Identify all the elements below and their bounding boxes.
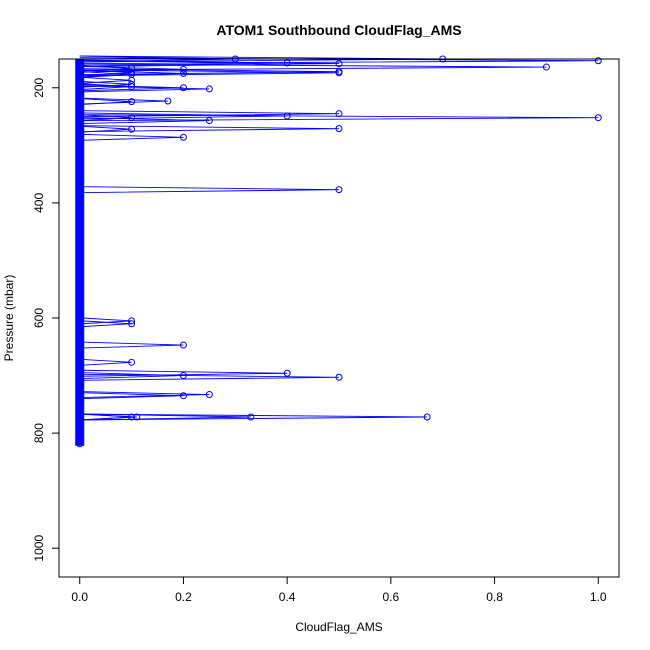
data-point xyxy=(335,125,343,133)
data-point xyxy=(179,372,187,380)
data-point xyxy=(133,413,141,421)
data-point xyxy=(283,112,291,120)
series-line-segment xyxy=(79,392,184,400)
data-point xyxy=(128,317,136,325)
y-tick-label: 200 xyxy=(32,77,46,97)
x-tick-label: 0.2 xyxy=(175,590,192,604)
x-tick-label: 0.0 xyxy=(71,590,88,604)
data-point xyxy=(594,114,602,122)
series-line-segment xyxy=(79,413,137,421)
data-point xyxy=(179,69,187,77)
series-line-segment xyxy=(79,125,132,133)
series-line-segment xyxy=(79,114,132,122)
data-point xyxy=(335,186,343,194)
data-point xyxy=(76,440,84,448)
data-point xyxy=(179,133,187,141)
plot-frame xyxy=(58,58,620,578)
data-point xyxy=(335,60,343,68)
x-axis-label: CloudFlag_AMS xyxy=(295,620,382,634)
series-line-segment xyxy=(79,133,184,141)
series-line-segment xyxy=(79,71,132,78)
series-line-segment xyxy=(79,186,340,194)
data-point xyxy=(179,341,187,349)
series-line-segment xyxy=(79,85,210,93)
x-axis: 0.0 0.2 0.4 0.6 0.8 1.0 xyxy=(71,577,607,604)
data-point xyxy=(205,391,213,399)
series-line-segment xyxy=(79,63,547,71)
series-line-segment xyxy=(79,391,210,398)
data-point xyxy=(128,358,136,366)
data-point xyxy=(128,80,136,88)
data-point xyxy=(594,57,602,65)
data-point xyxy=(179,392,187,400)
series-line-segment xyxy=(79,114,599,122)
plot-area xyxy=(75,55,602,448)
data-point xyxy=(128,413,136,421)
x-tick-label: 0.6 xyxy=(383,590,400,604)
y-tick-label: 1000 xyxy=(32,535,46,562)
data-point xyxy=(128,83,136,91)
series-line-segment xyxy=(79,358,132,366)
data-point xyxy=(128,125,136,133)
y-axis: 200 400 600 800 1000 xyxy=(32,77,59,562)
series-line-segment xyxy=(79,117,210,125)
y-tick-label: 800 xyxy=(32,423,46,443)
series-line-segment xyxy=(79,110,340,118)
data-point xyxy=(542,63,550,71)
data-point xyxy=(283,59,291,67)
data-point xyxy=(128,114,136,122)
series-line-segment xyxy=(79,69,340,77)
series-line-segment xyxy=(79,97,168,105)
series-line-segment xyxy=(79,125,340,133)
series-line-segment xyxy=(79,413,428,421)
x-tick-label: 0.4 xyxy=(279,590,296,604)
x-tick-label: 0.8 xyxy=(486,590,503,604)
data-point xyxy=(247,413,255,421)
data-point xyxy=(283,369,291,377)
series-line-segment xyxy=(79,84,184,92)
data-point xyxy=(164,97,172,105)
series-line-segment xyxy=(79,60,340,68)
series-line-segment xyxy=(79,341,184,349)
data-point xyxy=(335,69,343,77)
data-point xyxy=(205,117,213,125)
series-line-segment xyxy=(79,413,251,421)
data-point xyxy=(335,373,343,381)
chart-title: ATOM1 Southbound CloudFlag_AMS xyxy=(216,22,461,38)
data-point xyxy=(423,413,431,421)
data-point xyxy=(335,110,343,118)
x-tick-label: 1.0 xyxy=(590,590,607,604)
data-point xyxy=(128,98,136,106)
y-axis-label: Pressure (mbar) xyxy=(2,275,16,362)
y-tick-label: 600 xyxy=(32,308,46,328)
data-point xyxy=(179,84,187,92)
data-point xyxy=(205,85,213,93)
data-point xyxy=(128,320,136,328)
y-tick-label: 400 xyxy=(32,193,46,213)
data-point xyxy=(179,65,187,73)
series-line-segment xyxy=(79,373,340,381)
